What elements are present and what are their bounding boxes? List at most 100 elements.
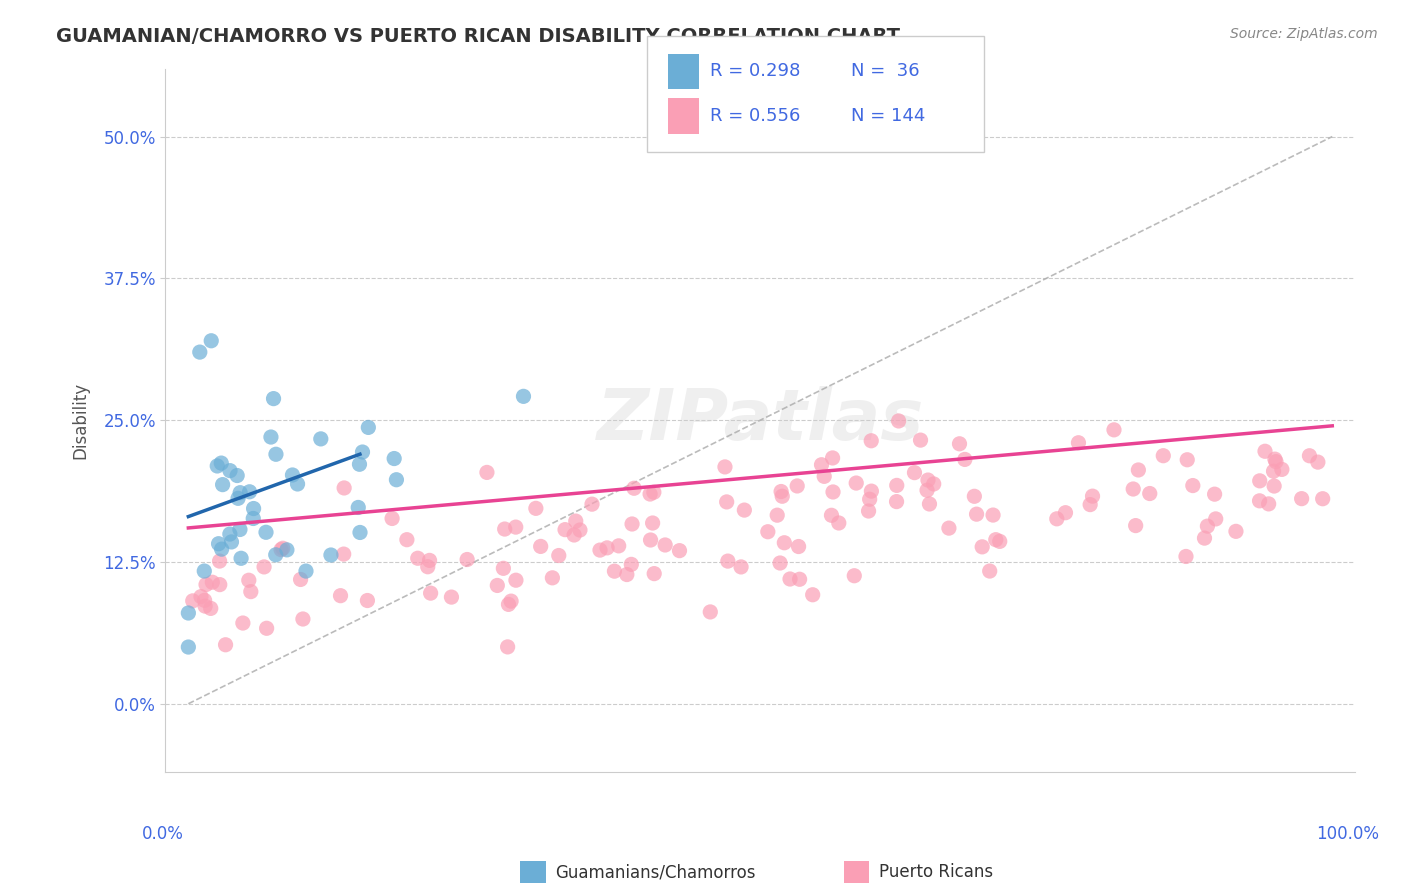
Guamanians/Chamorros [193,564,215,578]
Guamanians/Chamorros [211,477,233,491]
Guamanians/Chamorros [229,523,252,537]
Puerto Ricans [859,492,882,507]
Puerto Ricans [1125,518,1147,533]
Guamanians/Chamorros [238,484,260,499]
Puerto Ricans [201,575,224,590]
Puerto Ricans [1128,463,1150,477]
Puerto Ricans [801,588,824,602]
Puerto Ricans [290,573,312,587]
Puerto Ricans [524,501,547,516]
Puerto Ricans [238,574,260,588]
Text: 100.0%: 100.0% [1316,824,1379,843]
Puerto Ricans [332,547,354,561]
Puerto Ricans [1225,524,1247,539]
Puerto Ricans [918,497,941,511]
Puerto Ricans [828,516,851,530]
Puerto Ricans [505,573,527,587]
Puerto Ricans [562,528,585,542]
Guamanians/Chamorros [226,491,249,506]
Puerto Ricans [486,578,509,592]
Puerto Ricans [1194,531,1216,545]
Puerto Ricans [1249,493,1271,508]
Puerto Ricans [475,466,498,480]
Puerto Ricans [787,540,810,554]
Puerto Ricans [181,594,204,608]
Puerto Ricans [208,554,231,568]
Puerto Ricans [770,489,793,503]
Guamanians/Chamorros [309,432,332,446]
Guamanians/Chamorros [295,564,318,578]
Puerto Ricans [779,572,801,586]
Puerto Ricans [1312,491,1334,506]
Puerto Ricans [1249,474,1271,488]
Guamanians/Chamorros [281,468,304,483]
Puerto Ricans [530,540,553,554]
Guamanians/Chamorros [319,548,342,562]
Puerto Ricans [1067,435,1090,450]
Puerto Ricans [1181,478,1204,492]
Puerto Ricans [1254,444,1277,458]
Puerto Ricans [966,507,988,521]
Puerto Ricans [440,590,463,604]
Puerto Ricans [498,598,520,612]
Puerto Ricans [1175,452,1198,467]
Guamanians/Chamorros [177,606,200,620]
Guamanians/Chamorros [347,500,370,515]
Puerto Ricans [581,497,603,511]
Puerto Ricans [953,452,976,467]
Puerto Ricans [419,586,441,600]
Puerto Ricans [554,523,576,537]
Puerto Ricans [844,568,866,582]
Puerto Ricans [640,533,662,547]
Text: Source: ZipAtlas.com: Source: ZipAtlas.com [1230,27,1378,41]
Puerto Ricans [1081,489,1104,503]
Puerto Ricans [406,551,429,566]
Puerto Ricans [789,572,811,586]
Puerto Ricans [886,494,908,508]
Guamanians/Chamorros [352,445,374,459]
Guamanians/Chamorros [349,457,371,471]
Guamanians/Chamorros [382,451,405,466]
Puerto Ricans [208,577,231,591]
Puerto Ricans [232,615,254,630]
Puerto Ricans [333,481,356,495]
Puerto Ricans [756,524,779,539]
Puerto Ricans [903,466,925,480]
Puerto Ricans [915,483,938,498]
Text: ZIPatlas: ZIPatlas [596,385,924,455]
Puerto Ricans [813,469,835,483]
Guamanians/Chamorros [242,501,264,516]
Puerto Ricans [730,560,752,574]
Text: GUAMANIAN/CHAMORRO VS PUERTO RICAN DISABILITY CORRELATION CHART: GUAMANIAN/CHAMORRO VS PUERTO RICAN DISAB… [56,27,900,45]
Puerto Ricans [887,414,910,428]
Puerto Ricans [1197,519,1219,533]
Guamanians/Chamorros [264,447,287,461]
Puerto Ricans [623,481,645,495]
Text: N = 144: N = 144 [851,107,925,125]
Puerto Ricans [200,601,222,615]
Puerto Ricans [1263,479,1285,493]
Puerto Ricans [541,571,564,585]
Puerto Ricans [858,504,880,518]
Puerto Ricans [505,520,527,534]
Guamanians/Chamorros [207,458,229,473]
Puerto Ricans [641,516,664,530]
Puerto Ricans [1054,506,1077,520]
Puerto Ricans [717,554,740,568]
Guamanians/Chamorros [512,389,534,403]
Guamanians/Chamorros [207,537,229,551]
Puerto Ricans [769,556,792,570]
Guamanians/Chamorros [357,420,380,434]
Puerto Ricans [1264,452,1286,467]
Puerto Ricans [214,638,236,652]
Puerto Ricans [568,523,591,537]
Puerto Ricans [607,539,630,553]
Puerto Ricans [733,503,755,517]
Guamanians/Chamorros [219,464,242,478]
Puerto Ricans [492,561,515,575]
Puerto Ricans [194,599,217,614]
Guamanians/Chamorros [276,542,298,557]
Puerto Ricans [194,593,217,607]
Puerto Ricans [356,593,378,607]
Puerto Ricans [494,522,516,536]
